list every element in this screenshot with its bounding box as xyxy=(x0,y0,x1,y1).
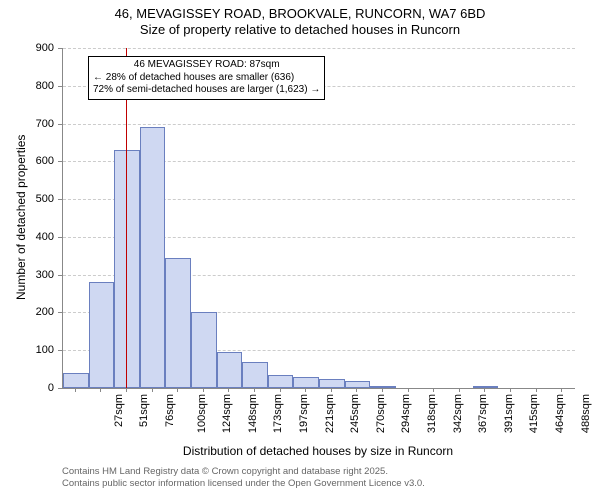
x-tick-mark xyxy=(536,388,537,392)
y-tick-mark xyxy=(58,275,62,276)
x-tick-label: 100sqm xyxy=(196,394,208,433)
y-tick-mark xyxy=(58,86,62,87)
x-tick-label: 197sqm xyxy=(298,394,310,433)
y-tick-mark xyxy=(58,48,62,49)
x-tick-label: 76sqm xyxy=(164,394,176,427)
y-tick-mark xyxy=(58,199,62,200)
x-tick-label: 367sqm xyxy=(477,394,489,433)
x-tick-label: 221sqm xyxy=(324,394,336,433)
x-tick-mark xyxy=(254,388,255,392)
x-tick-label: 124sqm xyxy=(221,394,233,433)
x-tick-label: 488sqm xyxy=(580,394,592,433)
x-tick-mark xyxy=(408,388,409,392)
x-tick-label: 173sqm xyxy=(273,394,285,433)
y-tick-mark xyxy=(58,388,62,389)
x-tick-label: 391sqm xyxy=(503,394,515,433)
x-tick-mark xyxy=(100,388,101,392)
x-tick-labels: 27sqm 51sqm 76sqm 100sqm 124sqm 148sqm 173sqm 1… xyxy=(0,0,600,500)
x-tick-label: 464sqm xyxy=(554,394,566,433)
x-tick-label: 27sqm xyxy=(113,394,125,427)
y-tick-mark xyxy=(58,124,62,125)
x-tick-mark xyxy=(561,388,562,392)
x-tick-label: 342sqm xyxy=(452,394,464,433)
x-tick-mark xyxy=(382,388,383,392)
y-tick-mark xyxy=(58,237,62,238)
y-tick-mark xyxy=(58,350,62,351)
x-axis-title: Distribution of detached houses by size … xyxy=(62,444,574,458)
x-tick-mark xyxy=(177,388,178,392)
x-tick-mark xyxy=(356,388,357,392)
x-tick-label: 148sqm xyxy=(247,394,259,433)
x-tick-mark xyxy=(126,388,127,392)
y-tick-mark xyxy=(58,312,62,313)
x-tick-label: 51sqm xyxy=(138,394,150,427)
x-tick-mark xyxy=(433,388,434,392)
x-tick-mark xyxy=(203,388,204,392)
x-tick-mark xyxy=(484,388,485,392)
x-tick-mark xyxy=(280,388,281,392)
x-tick-label: 318sqm xyxy=(426,394,438,433)
x-tick-mark xyxy=(75,388,76,392)
x-tick-label: 245sqm xyxy=(349,394,361,433)
y-tick-mark xyxy=(58,161,62,162)
footer-line-2: Contains public sector information licen… xyxy=(62,478,425,489)
chart-container: { "title": { "line1": "46, MEVAGISSEY RO… xyxy=(0,0,600,500)
x-tick-mark xyxy=(305,388,306,392)
x-tick-mark xyxy=(459,388,460,392)
x-tick-label: 415sqm xyxy=(529,394,541,433)
x-tick-mark xyxy=(510,388,511,392)
x-tick-label: 294sqm xyxy=(401,394,413,433)
footer-line-1: Contains HM Land Registry data © Crown c… xyxy=(62,466,388,477)
x-tick-label: 270sqm xyxy=(375,394,387,433)
x-tick-mark xyxy=(152,388,153,392)
x-tick-mark xyxy=(228,388,229,392)
x-tick-mark xyxy=(331,388,332,392)
